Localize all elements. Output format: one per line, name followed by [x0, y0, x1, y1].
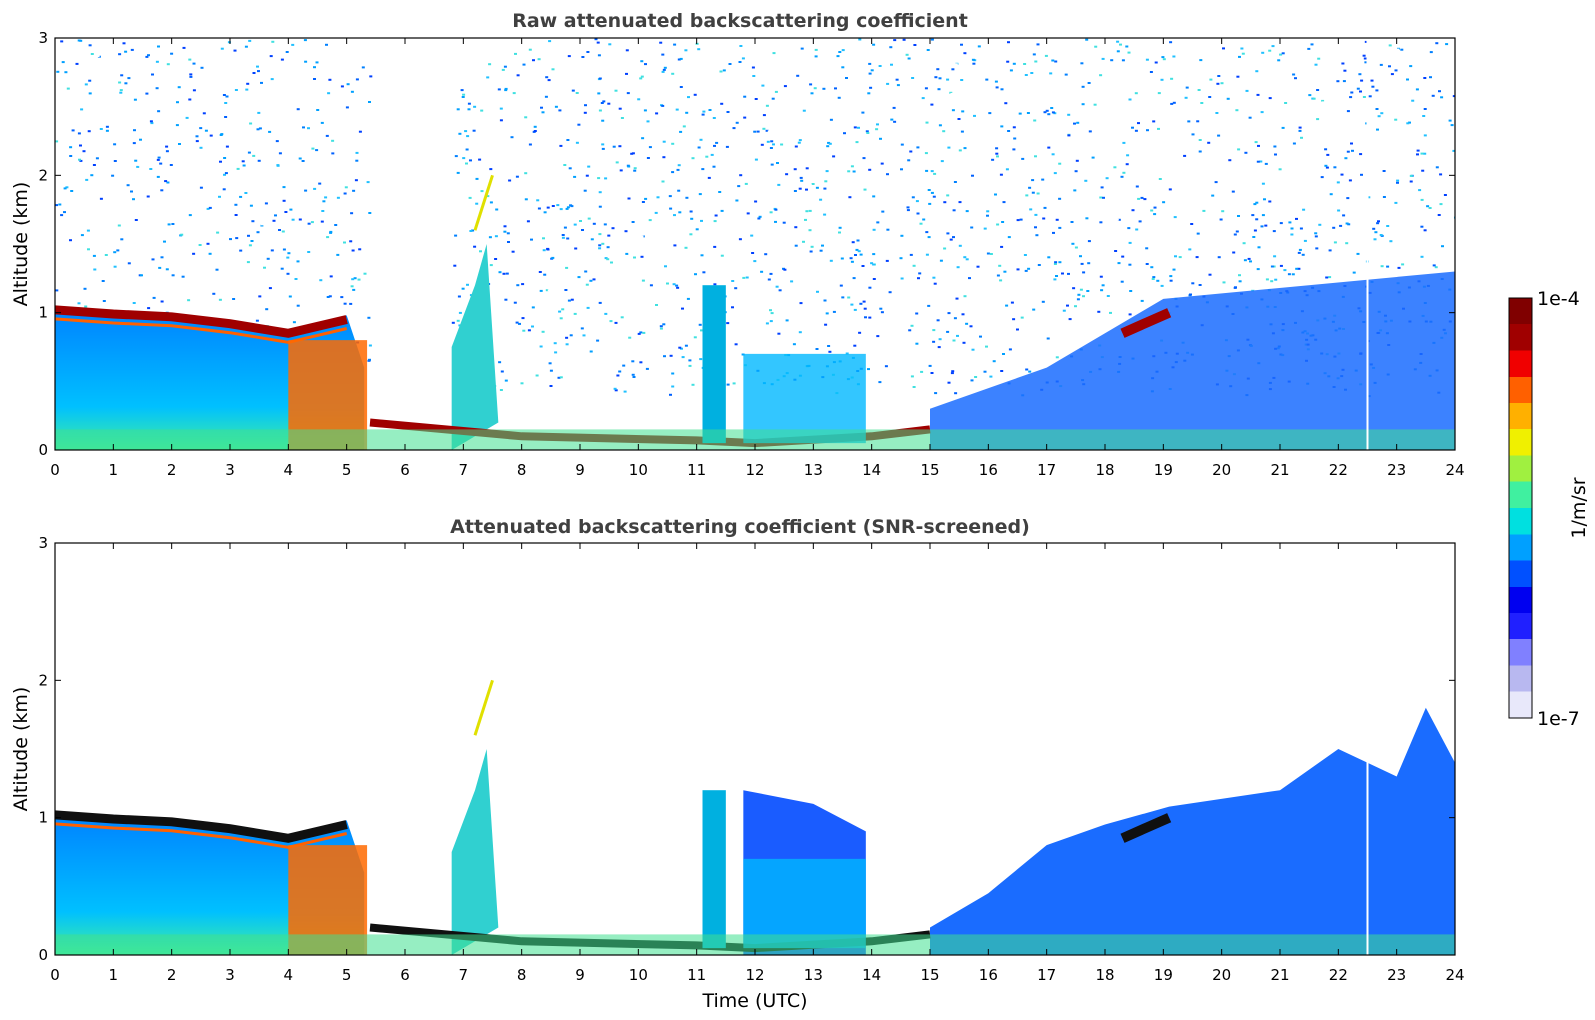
x-tick-label: 4 [284, 461, 294, 479]
x-tick-label: 7 [459, 966, 469, 984]
elevated-layer [1120, 308, 1172, 338]
x-tick-label: 19 [1154, 461, 1173, 479]
y-tick-label: 1 [38, 304, 48, 322]
midday-mixing-layer [743, 353, 866, 444]
afternoon-aerosol [930, 707, 1455, 955]
x-tick-label: 24 [1445, 461, 1464, 479]
y-tick-label: 3 [38, 534, 48, 552]
raw-backscatter-panel: Raw attenuated backscattering coefficien… [10, 10, 1465, 479]
colorbar-unit-label: 1/m/sr [1568, 477, 1590, 538]
boundary-layer-top [55, 810, 348, 843]
boundary-layer-top-edge [55, 822, 348, 849]
x-tick-label: 8 [517, 461, 527, 479]
plume-tail [473, 679, 494, 736]
y-axis-label: Altitude (km) [10, 182, 32, 307]
boundary-layer-top [55, 305, 348, 338]
x-axis-ticks: 0 1 2 3 4 5 6 7 8 9 10 11 12 13 14 15 16 17 18 19 20 21 22 23 24 [50, 38, 1465, 479]
x-tick-label: 22 [1329, 461, 1348, 479]
y-tick-label: 2 [38, 671, 48, 689]
x-tick-label: 16 [979, 461, 998, 479]
y-tick-label: 1 [38, 809, 48, 827]
x-tick-label: 24 [1445, 966, 1464, 984]
x-tick-label: 13 [804, 966, 823, 984]
x-tick-label: 12 [745, 461, 764, 479]
screened-backscatter-panel: Attenuated backscattering coefficient (S… [10, 516, 1465, 1012]
x-tick-label: 11 [687, 461, 706, 479]
screened-plot-area [55, 543, 1455, 955]
raw-plot-area [55, 38, 1455, 450]
x-tick-label: 14 [862, 461, 881, 479]
x-tick-label: 11 [687, 966, 706, 984]
x-tick-label: 22 [1329, 966, 1348, 984]
elevated-layer [1120, 813, 1172, 843]
panel-title: Raw attenuated backscattering coefficien… [512, 10, 968, 32]
y-axis-label: Altitude (km) [10, 687, 32, 812]
aerosol-plume [451, 749, 499, 955]
x-tick-label: 9 [575, 461, 585, 479]
midday-mixing-layer [743, 858, 866, 949]
x-tick-label: 0 [50, 966, 60, 984]
x-tick-label: 10 [629, 966, 648, 984]
x-tick-label: 10 [629, 461, 648, 479]
x-tick-label: 3 [225, 966, 235, 984]
x-axis-label: Time (UTC) [701, 990, 807, 1012]
x-tick-label: 23 [1387, 966, 1406, 984]
convective-column [702, 790, 726, 949]
y-tick-label: 3 [38, 29, 48, 47]
x-tick-label: 12 [745, 966, 764, 984]
x-tick-label: 21 [1270, 461, 1289, 479]
y-tick-label: 0 [38, 441, 48, 459]
colorbar-max-label: 1e-4 [1537, 288, 1580, 310]
x-tick-label: 2 [167, 461, 177, 479]
x-tick-label: 3 [225, 461, 235, 479]
x-tick-label: 18 [1095, 461, 1114, 479]
y-axis-ticks: 0 1 2 3 [38, 29, 1455, 459]
heatmap-layer [55, 543, 1455, 955]
x-tick-label: 6 [400, 461, 410, 479]
colorbar: 1e-4 1e-7 1/m/sr [1508, 288, 1590, 730]
x-tick-label: 1 [109, 966, 119, 984]
x-axis-ticks: 0 1 2 3 4 5 6 7 8 9 10 11 12 13 14 15 16 17 18 19 20 21 22 23 24 [50, 543, 1465, 984]
x-tick-label: 0 [50, 461, 60, 479]
x-tick-label: 18 [1095, 966, 1114, 984]
x-tick-label: 14 [862, 966, 881, 984]
x-tick-label: 15 [920, 966, 939, 984]
x-tick-label: 8 [517, 966, 527, 984]
x-tick-label: 19 [1154, 966, 1173, 984]
x-tick-label: 1 [109, 461, 119, 479]
x-tick-label: 5 [342, 966, 352, 984]
x-tick-label: 20 [1212, 461, 1231, 479]
panel-title: Attenuated backscattering coefficient (S… [450, 516, 1030, 538]
x-tick-label: 17 [1037, 461, 1056, 479]
colorbar-gradient [1508, 297, 1533, 719]
x-tick-label: 6 [400, 966, 410, 984]
convective-column [702, 285, 726, 444]
aerosol-plume [451, 244, 499, 450]
y-tick-label: 0 [38, 946, 48, 964]
x-tick-label: 2 [167, 966, 177, 984]
x-tick-label: 17 [1037, 966, 1056, 984]
heatmap-layer [55, 38, 1455, 450]
x-tick-label: 7 [459, 461, 469, 479]
x-tick-label: 23 [1387, 461, 1406, 479]
plume-tail [473, 174, 494, 231]
x-tick-label: 9 [575, 966, 585, 984]
x-tick-label: 4 [284, 966, 294, 984]
y-tick-label: 2 [38, 166, 48, 184]
afternoon-aerosol [930, 271, 1455, 450]
x-tick-label: 5 [342, 461, 352, 479]
x-tick-label: 16 [979, 966, 998, 984]
y-axis-ticks: 0 1 2 3 [38, 534, 1455, 964]
boundary-layer-top-edge [55, 317, 348, 344]
colorbar-min-label: 1e-7 [1537, 708, 1580, 730]
x-tick-label: 21 [1270, 966, 1289, 984]
x-tick-label: 20 [1212, 966, 1231, 984]
x-tick-label: 15 [920, 461, 939, 479]
x-tick-label: 13 [804, 461, 823, 479]
